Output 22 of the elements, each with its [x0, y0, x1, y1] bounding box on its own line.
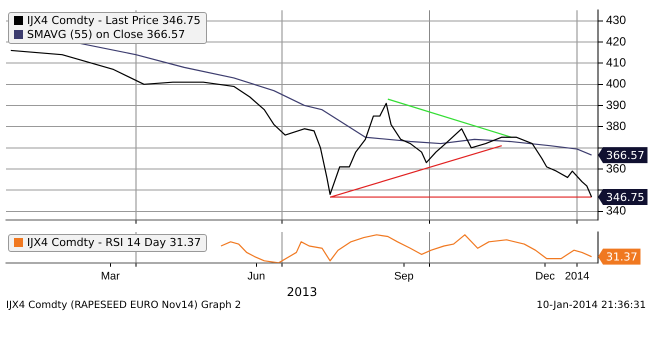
- y-tick-label: 430: [606, 13, 626, 28]
- y-tick-label: 420: [606, 34, 626, 48]
- text: 10-Jan-2014 21:36:31: [536, 300, 646, 311]
- x-tick-label: Sep: [394, 270, 414, 282]
- text: 31.37: [606, 250, 638, 264]
- x-tick-label: Mar: [100, 270, 120, 282]
- y-tick-label: 390: [606, 98, 626, 112]
- legend-label: IJX4 Comdty - Last Price 346.75: [26, 14, 201, 28]
- text: 346.75: [606, 190, 644, 204]
- x-tick-label: Dec: [535, 270, 556, 282]
- y-tick-label: 400: [606, 76, 626, 91]
- legend-label: IJX4 Comdty - RSI 14 Day 31.37: [26, 236, 201, 250]
- y-tick-label: 360: [606, 161, 626, 176]
- text: 366.57: [606, 148, 644, 162]
- y-tick-label: 340: [606, 204, 626, 218]
- x-tick-label: 2014: [564, 270, 590, 282]
- legend-label: SMAVG (55) on Close 366.57: [26, 28, 186, 42]
- y-tick-label: 410: [606, 55, 626, 70]
- x-axis-title: 2013: [286, 285, 318, 300]
- x-tick-label: Jun: [247, 270, 266, 282]
- y-tick-label: 380: [606, 118, 626, 133]
- text: IJX4 Comdty (RAPESEED EURO Nov14) Graph 2: [6, 300, 242, 311]
